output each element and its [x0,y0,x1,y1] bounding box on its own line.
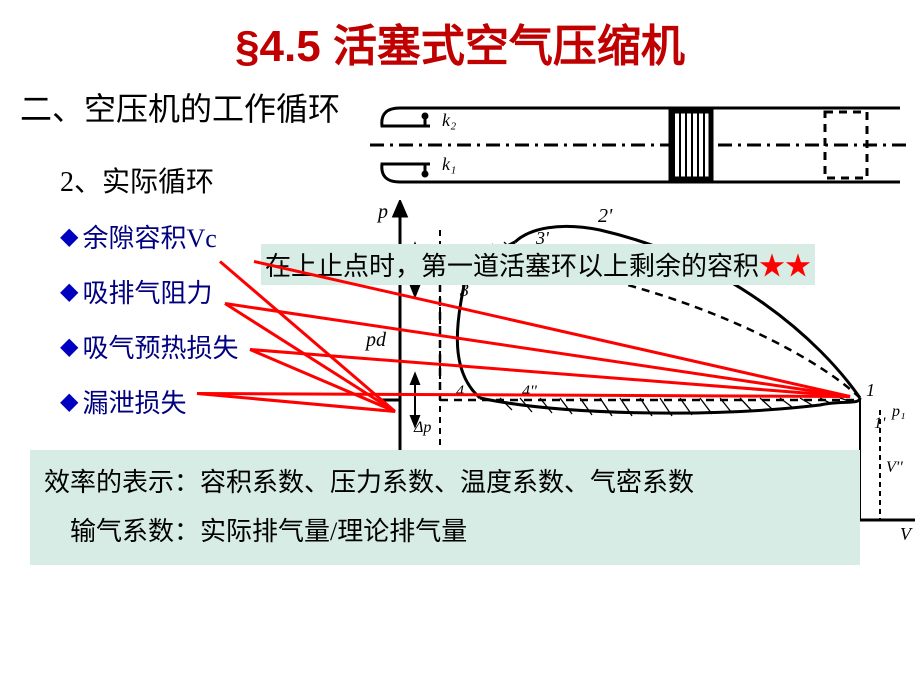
diamond-icon: ◆ [60,277,78,306]
highlight-text: 在上止点时，第一道活塞环以上剩余的容积 [265,252,759,281]
title-main: 活塞式空气压缩机 [333,22,685,71]
stars-icon: ★★ [759,252,811,281]
title-prefix: §4.5 [235,22,333,71]
label-vpp: V'' [886,459,903,476]
label-pd: pd [364,329,387,351]
label-1: 1 [866,380,875,400]
label-2p: 2' [598,205,613,227]
diamond-icon: ◆ [60,332,78,361]
diamond-icon: ◆ [60,387,78,416]
diamond-icon: ◆ [60,222,78,251]
bullet-text: 余隙容积Vc [82,218,216,255]
label-1p: 1' [874,415,886,432]
page-title: §4.5 活塞式空气压缩机 [0,0,920,74]
label-v: V [900,524,913,544]
eff-line2: 输气系数：实际排气量/理论排气量 [44,507,846,556]
bullet-text: 吸气预热损失 [82,328,238,365]
efficiency-box: 效率的表示：容积系数、压力系数、温度系数、气密系数 输气系数：实际排气量/理论排… [30,450,860,565]
eff-line1: 效率的表示：容积系数、压力系数、温度系数、气密系数 [44,458,846,507]
highlight-definition: 在上止点时，第一道活塞环以上剩余的容积★★ [261,244,815,285]
label-p: p [376,201,388,223]
label-4pp: 4'' [522,383,537,400]
label-4: 4 [456,383,464,400]
cylinder-diagram: k₂ k₁ [370,100,910,190]
label-pi: p₁ [891,403,906,420]
bullet-text: 漏泄损失 [82,383,186,420]
label-k1: k₁ [442,154,456,174]
label-k2: k₂ [442,110,456,130]
bullet-text: 吸排气阻力 [82,273,212,310]
label-dp2: Δp [413,419,431,436]
